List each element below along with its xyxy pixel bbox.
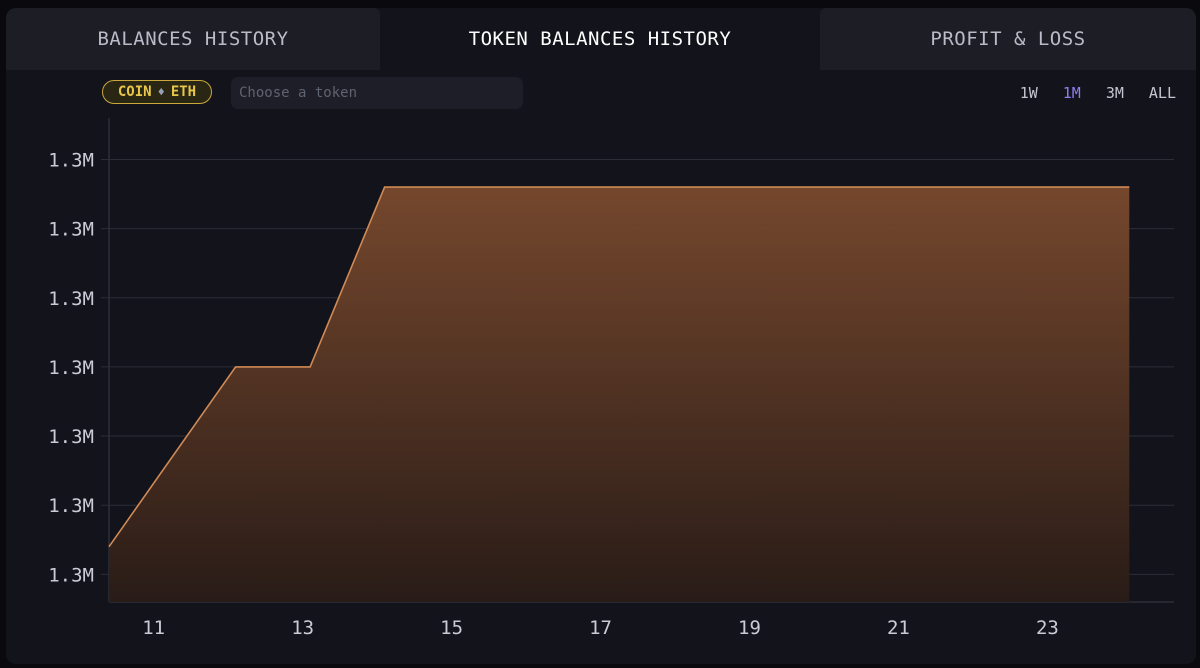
balance-line bbox=[108, 186, 1130, 548]
x-tick-label: 11 bbox=[142, 617, 165, 639]
range-1w-button[interactable]: 1W bbox=[1019, 84, 1038, 102]
tab-balances-history[interactable]: BALANCES HISTORY bbox=[6, 8, 380, 70]
token-balance-area-chart: 1.3M 1.3M 1.3M 1.3M 1.3M 1.3M 1.3M 11 13 15 17 19 2… bbox=[48, 118, 1174, 639]
x-tick-label: 19 bbox=[738, 617, 761, 639]
tab-token-balances-history[interactable]: TOKEN BALANCES HISTORY bbox=[380, 8, 820, 70]
time-range-selector: 1W 1M 3M ALL bbox=[1020, 84, 1176, 102]
y-tick-label: 1.3M bbox=[48, 149, 94, 171]
x-tick-label: 13 bbox=[291, 617, 314, 639]
chip-prefix: COIN bbox=[117, 84, 152, 100]
x-tick-label: 23 bbox=[1036, 617, 1059, 639]
token-search-input[interactable] bbox=[231, 77, 523, 109]
y-axis: 1.3M 1.3M 1.3M 1.3M 1.3M 1.3M 1.3M bbox=[48, 149, 94, 586]
x-tick-label: 21 bbox=[887, 617, 910, 639]
y-tick-label: 1.3M bbox=[48, 495, 94, 517]
x-axis: 11 13 15 17 19 21 23 bbox=[142, 617, 1059, 639]
range-all-button[interactable]: ALL bbox=[1148, 84, 1176, 102]
chip-token: ETH bbox=[170, 84, 197, 100]
tab-bar: BALANCES HISTORY TOKEN BALANCES HISTORY … bbox=[6, 8, 1196, 70]
y-tick-label: 1.3M bbox=[48, 219, 94, 241]
range-3m-button[interactable]: 3M bbox=[1105, 84, 1124, 102]
x-tick-label: 17 bbox=[589, 617, 612, 639]
y-tick-label: 1.3M bbox=[48, 288, 94, 310]
range-1m-button[interactable]: 1M bbox=[1062, 84, 1081, 102]
y-tick-label: 1.3M bbox=[48, 564, 94, 586]
tab-profit-and-loss[interactable]: PROFIT & LOSS bbox=[820, 8, 1196, 70]
balance-area bbox=[109, 187, 1130, 602]
token-chip[interactable]: COIN ♦ ETH bbox=[102, 80, 212, 104]
y-tick-label: 1.3M bbox=[48, 357, 94, 379]
eth-diamond-icon: ♦ bbox=[157, 85, 165, 99]
chart-panel: BALANCES HISTORY TOKEN BALANCES HISTORY … bbox=[6, 8, 1196, 664]
y-tick-label: 1.3M bbox=[48, 426, 94, 448]
x-tick-label: 15 bbox=[440, 617, 463, 639]
